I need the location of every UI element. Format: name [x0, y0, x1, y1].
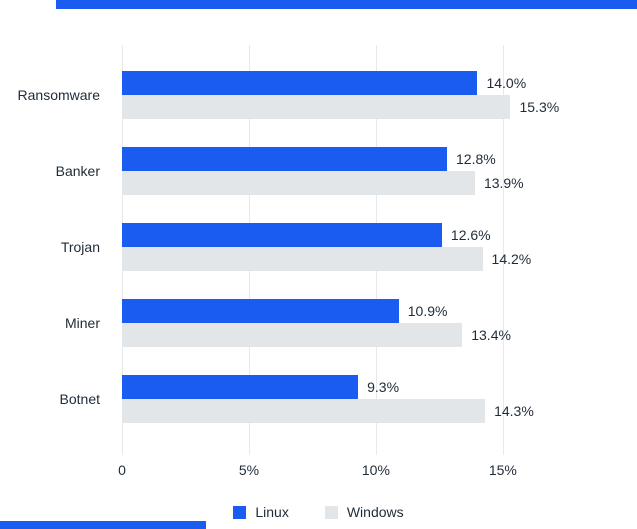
value-label: 13.4% [471, 327, 511, 343]
value-label: 14.3% [494, 403, 534, 419]
bar-group: 9.3% 14.3% [122, 375, 560, 423]
value-label: 14.0% [486, 75, 527, 91]
x-tick-label: 10% [361, 462, 390, 478]
windows-bar [122, 323, 463, 347]
x-tick-label: 5% [238, 462, 260, 478]
value-label: 12.6% [450, 227, 491, 243]
category-label: Banker [55, 163, 100, 179]
value-label: 12.8% [456, 151, 496, 167]
linux-bar-row: 10.9% [122, 299, 560, 323]
linux-bar-row: 14.0% [122, 71, 560, 95]
linux-bar [122, 71, 478, 95]
value-label: 9.3% [367, 379, 400, 395]
linux-bar [122, 299, 399, 323]
x-axis: 0 5% 10% 15% [118, 461, 560, 481]
legend-label: Windows [346, 504, 404, 520]
windows-bar-row: 13.9% [122, 171, 560, 195]
linux-bar-row: 9.3% [122, 375, 560, 399]
windows-bar [122, 247, 483, 271]
legend-swatch-linux [233, 505, 247, 519]
category-label: Miner [64, 315, 100, 331]
windows-bar-row: 14.2% [122, 247, 560, 271]
value-label: 14.2% [491, 251, 532, 267]
category-label: Trojan [60, 239, 100, 255]
legend-swatch-windows [324, 505, 338, 519]
windows-bar-row: 13.4% [122, 323, 560, 347]
legend: Linux Windows [0, 503, 637, 521]
value-label: 10.9% [407, 303, 448, 319]
bar-group: 14.0% 15.3% [122, 71, 560, 119]
bar-group: 10.9% 13.4% [122, 299, 560, 347]
legend-item-linux: Linux [233, 504, 289, 520]
windows-bar [122, 171, 475, 195]
linux-bar-row: 12.6% [122, 223, 560, 247]
value-label: 15.3% [519, 99, 560, 115]
category-label: Botnet [59, 391, 100, 407]
windows-bar [122, 95, 511, 119]
x-tick-label: 0 [118, 462, 126, 478]
windows-bar-row: 14.3% [122, 399, 560, 423]
bar-group: 12.8% 13.9% [122, 147, 560, 195]
value-label: 13.9% [483, 175, 524, 191]
windows-bar [122, 399, 486, 423]
gridline [502, 45, 504, 455]
top-partial-bar [56, 0, 637, 9]
linux-bar [122, 223, 442, 247]
x-tick-label: 15% [488, 462, 517, 478]
bottom-partial-bar [0, 521, 206, 529]
linux-bar-row: 12.8% [122, 147, 560, 171]
legend-item-windows: Windows [324, 504, 404, 520]
linux-bar [122, 147, 447, 171]
plot-area: 14.0% 15.3% 12.8% 13.9% 12.6% 14.2% 10.9% 13.4%… [122, 45, 560, 455]
category-label: Ransomware [17, 87, 100, 103]
bar-group: 12.6% 14.2% [122, 223, 560, 271]
windows-bar-row: 15.3% [122, 95, 560, 119]
linux-bar [122, 375, 359, 399]
legend-label: Linux [255, 504, 289, 520]
